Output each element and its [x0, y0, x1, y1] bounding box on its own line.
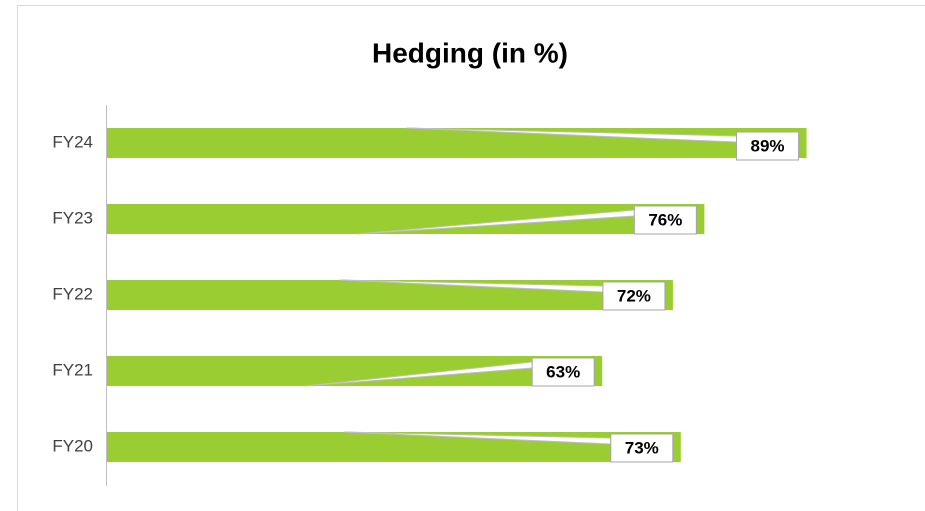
y-tick-label: FY22 — [52, 284, 93, 303]
bar — [107, 280, 673, 310]
data-label-box — [602, 281, 666, 311]
data-label-box — [610, 433, 674, 463]
data-label: 89% — [751, 136, 785, 155]
data-label: 73% — [625, 438, 659, 457]
data-label: 76% — [648, 210, 682, 229]
data-label-box — [736, 131, 800, 161]
bar — [107, 128, 807, 158]
data-label-box — [633, 205, 697, 235]
bar — [107, 204, 705, 234]
bar — [107, 432, 681, 462]
data-label-box — [531, 357, 595, 387]
chart-title: Hedging (in %) — [372, 37, 568, 68]
data-label: 72% — [617, 286, 651, 305]
data-label: 63% — [546, 362, 580, 381]
y-tick-label: FY20 — [52, 436, 93, 455]
y-tick-label: FY24 — [52, 132, 93, 151]
y-tick-label: FY23 — [52, 208, 93, 227]
chart-border — [17, 5, 925, 511]
y-tick-label: FY21 — [52, 360, 93, 379]
